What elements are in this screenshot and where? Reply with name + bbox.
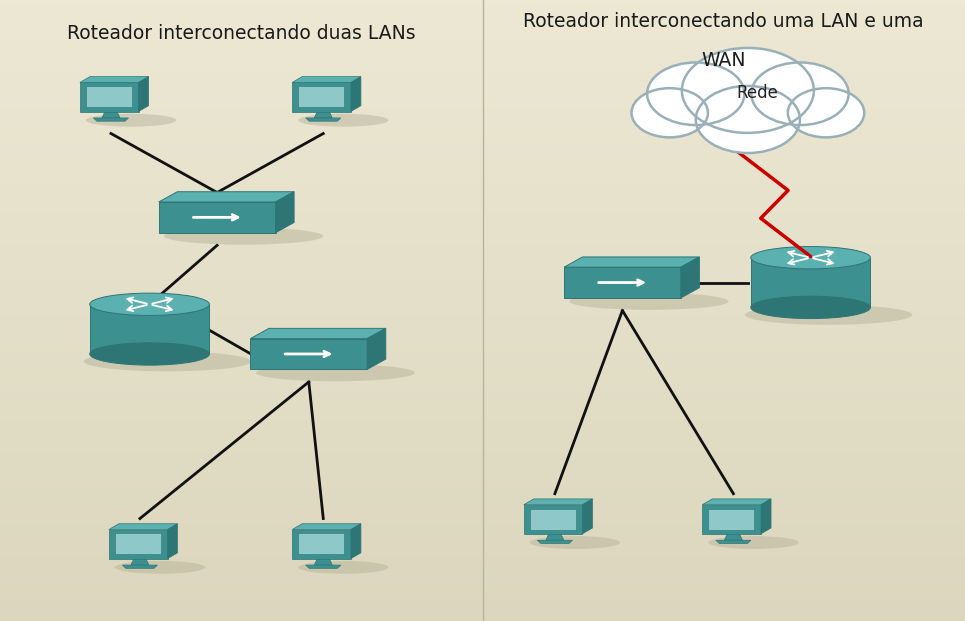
Polygon shape [751,258,870,307]
Polygon shape [131,559,149,565]
Circle shape [787,88,865,137]
Text: Rede: Rede [736,84,779,102]
Polygon shape [80,76,149,83]
Ellipse shape [751,247,870,269]
Polygon shape [538,540,572,543]
Circle shape [696,86,800,153]
Polygon shape [530,509,576,530]
Polygon shape [123,565,157,568]
Polygon shape [276,192,294,233]
Polygon shape [139,76,149,112]
Ellipse shape [256,364,415,381]
Text: Roteador interconectando duas LANs: Roteador interconectando duas LANs [67,24,416,43]
Ellipse shape [164,227,323,245]
Ellipse shape [569,292,729,310]
Polygon shape [158,192,294,202]
Polygon shape [298,533,345,555]
Text: WAN: WAN [702,51,746,70]
Polygon shape [725,534,742,540]
Ellipse shape [751,296,870,319]
Polygon shape [716,540,751,543]
Polygon shape [80,83,139,112]
Polygon shape [315,112,332,118]
Polygon shape [708,509,755,530]
Polygon shape [292,530,351,559]
Ellipse shape [298,561,389,574]
Polygon shape [90,304,209,354]
Ellipse shape [745,305,912,325]
Ellipse shape [708,536,799,549]
Ellipse shape [298,114,389,127]
Polygon shape [681,257,700,298]
Ellipse shape [90,343,209,365]
Polygon shape [109,524,178,530]
Ellipse shape [84,351,251,371]
Polygon shape [524,499,593,505]
Polygon shape [703,505,761,534]
Polygon shape [292,76,361,83]
Text: Roteador interconectando uma LAN e uma: Roteador interconectando uma LAN e uma [523,12,924,32]
Polygon shape [367,329,386,369]
Polygon shape [703,499,771,505]
Polygon shape [115,533,161,555]
Polygon shape [298,86,345,107]
Ellipse shape [86,114,177,127]
Polygon shape [351,524,361,559]
Polygon shape [315,559,332,565]
Polygon shape [292,83,351,112]
Circle shape [631,88,708,137]
Polygon shape [158,202,276,233]
Polygon shape [168,524,178,559]
Polygon shape [564,267,681,298]
Polygon shape [761,499,771,534]
Polygon shape [86,86,132,107]
Polygon shape [351,76,361,112]
Polygon shape [546,534,564,540]
Circle shape [752,63,848,125]
Ellipse shape [115,561,206,574]
Ellipse shape [530,536,620,549]
Polygon shape [583,499,593,534]
Polygon shape [102,112,120,118]
Polygon shape [564,257,700,267]
Polygon shape [292,524,361,530]
Polygon shape [251,329,386,338]
Polygon shape [109,530,168,559]
Polygon shape [306,118,341,121]
Polygon shape [306,565,341,568]
Polygon shape [94,118,128,121]
Circle shape [648,63,744,125]
Polygon shape [524,505,583,534]
Polygon shape [251,338,367,369]
Circle shape [682,48,813,133]
Ellipse shape [90,293,209,315]
